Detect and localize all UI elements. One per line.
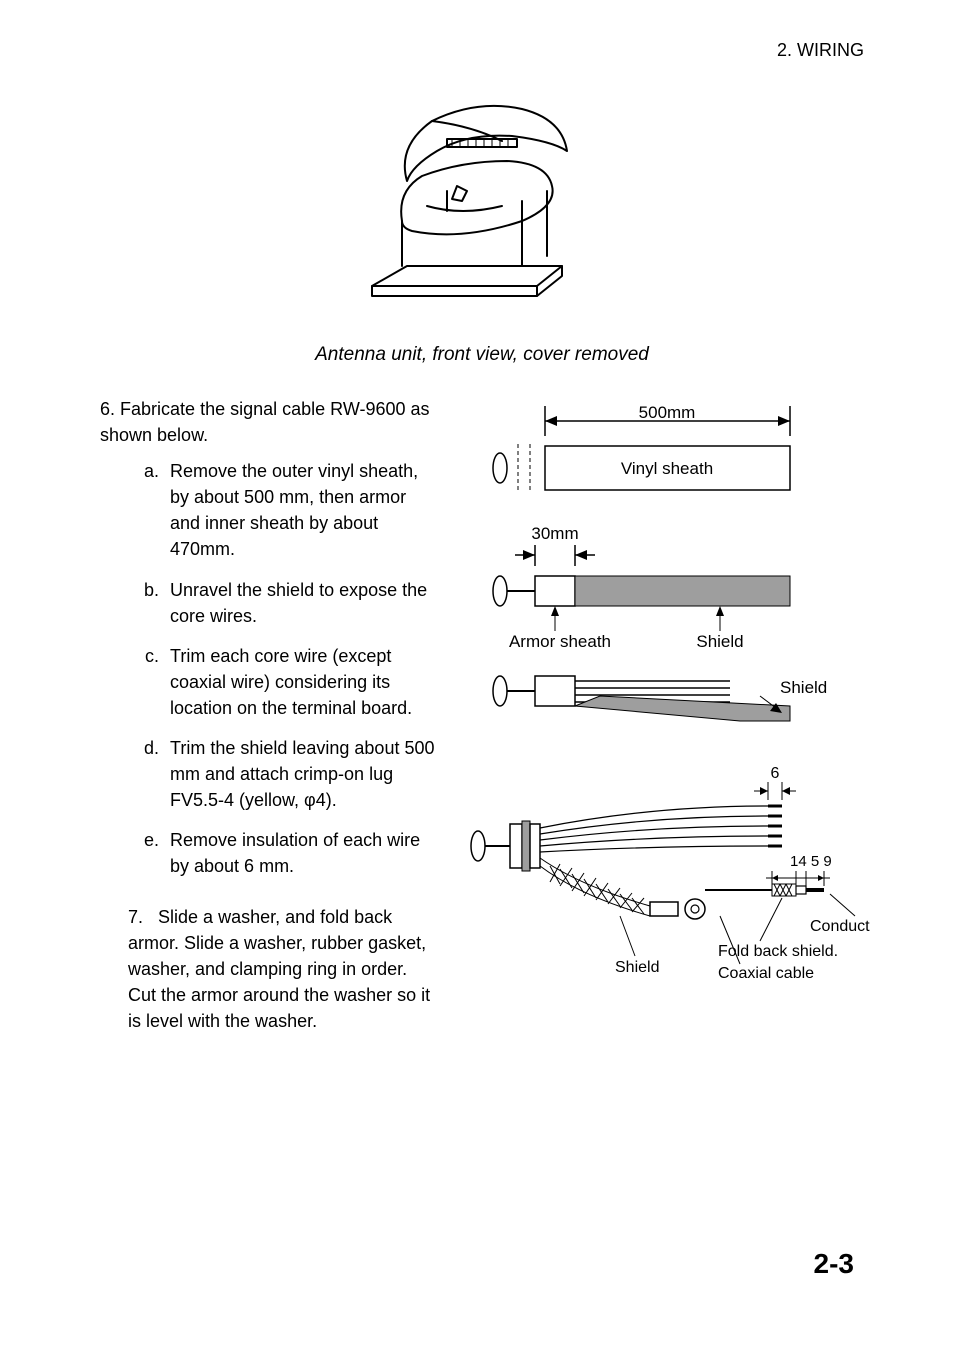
- dim-500mm: 500mm: [639, 403, 696, 422]
- step6-item-d: Trim the shield leaving about 500 mm and…: [164, 735, 440, 813]
- diagram-column: 500mm Vinyl sheath 30mm: [460, 396, 870, 1001]
- step6-intro: 6. Fabricate the signal cable RW-9600 as…: [100, 396, 440, 448]
- label-shield-1: Shield: [696, 632, 743, 651]
- label-shield-3: Shield: [615, 959, 659, 976]
- step6-number: 6.: [100, 399, 115, 419]
- diagram-sheath: 500mm Vinyl sheath: [460, 396, 840, 516]
- step6-text: Fabricate the signal cable RW-9600 as sh…: [100, 399, 430, 445]
- step7-text: Slide a washer, and fold back armor. Sli…: [128, 907, 430, 1031]
- page-number: 2-3: [814, 1248, 854, 1280]
- label-vinyl-sheath: Vinyl sheath: [621, 459, 713, 478]
- page: 2. WIRING: [0, 0, 954, 1350]
- figure-caption: Antenna unit, front view, cover removed: [100, 344, 864, 366]
- dims-14-5-9: 14 5 9: [790, 853, 832, 870]
- dim-30mm: 30mm: [531, 524, 578, 543]
- diagram-armor-shield: 30mm Armor sheath Shield: [460, 521, 840, 731]
- page-header-section: 2. WIRING: [100, 40, 864, 61]
- label-fold-back: Fold back shield.: [718, 943, 838, 960]
- antenna-figure: [100, 91, 864, 326]
- step6-sublist: Remove the outer vinyl sheath, by about …: [100, 458, 440, 879]
- label-coax: Coaxial cable: [718, 965, 814, 982]
- diagram-fold-back: 6: [460, 766, 870, 996]
- antenna-svg: [352, 91, 612, 321]
- step7-number: 7.: [128, 907, 143, 927]
- step6-item-a: Remove the outer vinyl sheath, by about …: [164, 458, 440, 562]
- label-armor-sheath: Armor sheath: [509, 632, 611, 651]
- step7: 7. Slide a washer, and fold back armor. …: [100, 904, 440, 1034]
- dim-6: 6: [771, 766, 780, 782]
- step6-item-e: Remove insulation of each wire by about …: [164, 827, 440, 879]
- label-shield-2: Shield: [780, 678, 827, 697]
- text-column: 6. Fabricate the signal cable RW-9600 as…: [100, 396, 440, 1034]
- step6-item-c: Trim each core wire (except coaxial wire…: [164, 643, 440, 721]
- step6-item-b: Unravel the shield to expose the core wi…: [164, 577, 440, 629]
- content-columns: 6. Fabricate the signal cable RW-9600 as…: [100, 396, 864, 1034]
- label-conductor: Conductor: [810, 918, 870, 935]
